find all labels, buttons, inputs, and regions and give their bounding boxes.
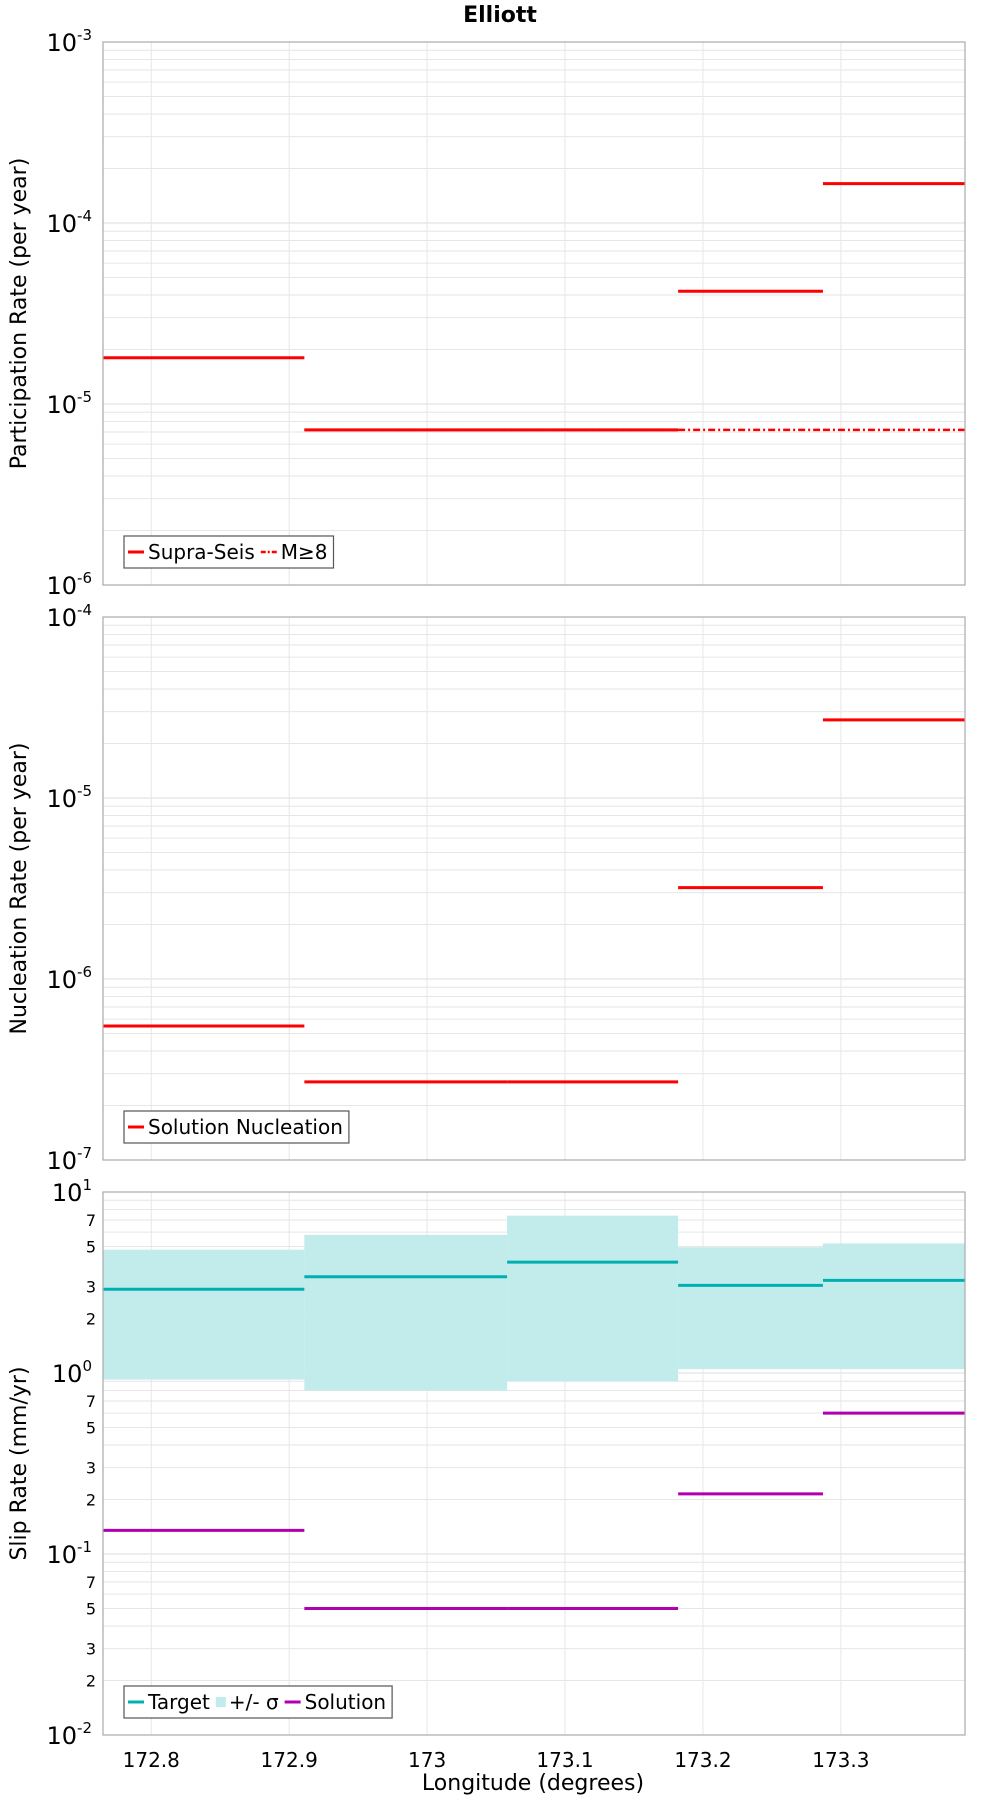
legend-box [123,1685,393,1719]
y-tick-label: 101 [52,1176,92,1207]
x-tick-label: 173 [408,1748,446,1772]
y-axis-label: Participation Rate (per year) [7,158,32,470]
x-ticks: 172.8 172.9 173 173.1 173.2 173.3 [123,1748,870,1772]
x-tick-label: 173.3 [812,1748,869,1772]
x-tick-label: 173.2 [674,1748,731,1772]
legend-label: Solution [305,1690,386,1714]
y-tick-label: 10-3 [46,26,92,57]
panel-slip: 10-2 10-1 100 101 2 3 5 7 2 3 5 7 2 3 5 7 Slip Rate (mm/… [7,1176,966,1772]
y-minor-tick-label: 2 [86,1310,96,1329]
y-tick-label: 10-5 [46,388,92,419]
panel-participation: 10-6 10-5 10-4 10-3 Participation Rate (per … [7,26,966,600]
legend-swatch [215,1697,226,1707]
series [103,1215,965,1610]
y-minor-tick-label: 7 [86,1573,96,1592]
legend-label: Solution Nucleation [148,1115,343,1139]
y-minor-tick-label: 2 [86,1672,96,1691]
y-axis-label: Slip Rate (mm/yr) [7,1366,32,1560]
band-segment [822,1243,965,1370]
y-minor-tick-label: 3 [86,1459,96,1478]
y-ticks: 10-2 10-1 100 101 2 3 5 7 2 3 5 7 2 3 5 7 [46,1176,96,1750]
y-ticks: 10-7 10-6 10-5 10-4 [46,601,92,1175]
y-minor-tick-label: 3 [86,1640,96,1659]
legend: Target +/- σ Solution [123,1685,393,1719]
plot-frame [102,1191,966,1736]
y-minor-tick-label: 7 [86,1211,96,1230]
band-segment [304,1234,508,1391]
legend-label: +/- σ [229,1690,279,1714]
y-tick-label: 10-5 [46,782,92,813]
y-minor-tick-label: 2 [86,1491,96,1510]
legend: Solution Nucleation [123,1110,350,1144]
x-tick-label: 172.8 [123,1748,180,1772]
legend: Supra-Seis M≥8 [123,535,335,569]
y-minor-tick-label: 7 [86,1392,96,1411]
x-tick-label: 173.1 [536,1748,593,1772]
y-tick-label: 100 [52,1357,92,1388]
y-ticks: 10-6 10-5 10-4 10-3 [46,26,92,600]
y-tick-label: 10-6 [46,569,92,600]
y-minor-tick-label: 3 [86,1278,96,1297]
legend-label: Supra-Seis [148,540,255,564]
y-tick-label: 10-7 [46,1144,92,1175]
y-axis-label: Nucleation Rate (per year) [7,743,32,1035]
y-tick-label: 10-4 [46,207,92,238]
legend-label: Target [147,1690,210,1714]
x-axis-label: Longitude (degrees) [422,1771,644,1796]
y-tick-label: 10-6 [46,963,92,994]
plot-area [103,42,965,585]
y-minor-tick-label: 5 [86,1599,96,1618]
plot-frame [102,616,966,1161]
plot-frame [102,41,966,586]
band-segment [103,1249,305,1380]
legend-label: M≥8 [281,540,328,564]
y-tick-label: 10-1 [46,1538,92,1569]
figure-title: Elliott [463,3,537,28]
panels: 10-6 10-5 10-4 10-3 Participation Rate (per … [7,26,966,1772]
gridlines [103,617,965,1161]
legend-box [123,1110,350,1144]
series [103,718,965,1084]
plot-area [103,617,965,1160]
y-minor-tick-label: 5 [86,1237,96,1256]
series [103,182,965,432]
legend-box [123,535,335,569]
y-tick-label: 10-4 [46,601,92,632]
y-minor-tick-label: 5 [86,1418,96,1437]
gridlines [103,42,965,586]
band-segment [507,1215,679,1382]
x-tick-label: 172.9 [261,1748,318,1772]
panel-nucleation: 10-7 10-6 10-5 10-4 Nucleation Rate (per yea… [7,601,966,1175]
band-segment [678,1247,823,1370]
y-tick-label: 10-2 [46,1719,92,1750]
